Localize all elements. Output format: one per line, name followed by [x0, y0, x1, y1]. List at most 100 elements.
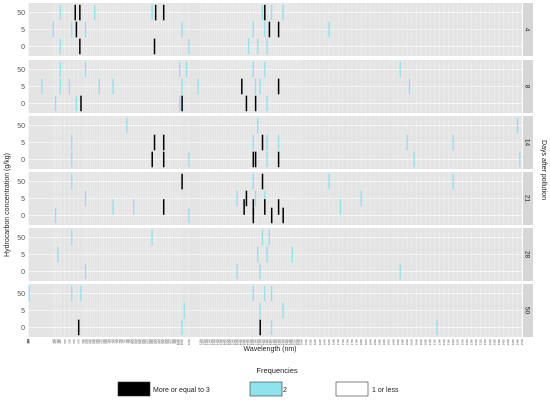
heatmap-cell — [264, 199, 266, 215]
x-tick-label: 2300 — [474, 339, 478, 346]
x-tick-label: 2460 — [511, 339, 515, 346]
heatmap-cell — [162, 4, 165, 21]
x-tick-label: 800 — [129, 339, 133, 344]
x-tick-label: 1270 — [237, 339, 241, 346]
x-tick-label: 1150 — [210, 339, 214, 345]
heatmap-cell — [252, 61, 254, 78]
x-tick-label: 1960 — [396, 339, 400, 346]
heatmap-cell — [406, 134, 408, 151]
x-tick-label: 1490 — [288, 339, 292, 346]
x-tick-label: 2100 — [428, 339, 432, 346]
heatmap-cell — [257, 117, 259, 134]
x-tick-label: 1680 — [332, 339, 336, 346]
heatmap-cell — [266, 151, 268, 168]
x-tick-label: 1010 — [178, 339, 182, 346]
x-tick-label: 920 — [157, 339, 161, 344]
x-tick-label: 1860 — [373, 339, 377, 346]
y-tick-label: 0 — [21, 269, 25, 276]
x-tick-label: 630 — [90, 339, 94, 344]
heatmap-cell — [399, 263, 401, 280]
x-tick-label: 1400 — [267, 339, 271, 346]
heatmap-cell — [71, 285, 73, 302]
x-tick-label: 890 — [150, 339, 154, 344]
heatmap-cell — [41, 78, 43, 95]
x-tick-label: 590 — [81, 339, 85, 344]
heatmap-cell — [236, 263, 238, 280]
x-tick-label: 2080 — [423, 339, 427, 346]
x-tick-label: 1800 — [359, 339, 363, 346]
x-tick-label: 1160 — [212, 339, 216, 345]
heatmap-cell — [181, 173, 183, 190]
heatmap-cell — [79, 4, 81, 21]
heatmap-cell — [266, 134, 268, 151]
heatmap-cell — [245, 95, 248, 112]
x-tick-label: 1340 — [253, 339, 257, 346]
x-tick-label: 1170 — [214, 339, 218, 345]
heatmap-cell — [413, 151, 415, 168]
x-tick-label: 870 — [145, 339, 149, 344]
heatmap-cell — [277, 134, 280, 151]
heatmap-cell — [328, 173, 330, 190]
heatmap-cell — [153, 38, 156, 55]
x-tick-label: 1840 — [368, 339, 372, 346]
x-tick-label: 1920 — [387, 339, 391, 346]
x-tick-label: 2480 — [515, 339, 519, 346]
heatmap-cell — [259, 263, 261, 280]
y-tick-label: 0 — [21, 325, 25, 332]
x-tick-label: 1280 — [240, 339, 244, 346]
x-tick-label: 850 — [141, 339, 145, 344]
heatmap-cell — [252, 134, 254, 151]
heatmap-cell — [181, 95, 183, 112]
x-tick-label: 1780 — [355, 339, 359, 346]
x-tick-label: 740 — [116, 339, 120, 344]
x-tick-label: 1330 — [251, 339, 255, 346]
heatmap-cell — [252, 207, 255, 224]
heatmap-cell — [133, 199, 135, 215]
legend-title: Frequencies — [256, 366, 298, 375]
heatmap-cell — [516, 117, 519, 134]
heatmap-cell — [266, 95, 268, 112]
x-tick-label: 2360 — [488, 339, 492, 346]
heatmap-cell — [241, 78, 243, 95]
x-tick-label: 700 — [106, 339, 110, 344]
x-tick-label: 950 — [164, 339, 168, 344]
legend-key — [335, 381, 369, 397]
x-tick-label: 840 — [139, 339, 143, 344]
x-tick-label: 1310 — [247, 339, 251, 346]
x-tick-label: 351 — [26, 339, 30, 344]
heatmap-cell — [197, 78, 199, 95]
heatmap-cell — [270, 207, 273, 224]
x-tick-label: 490 — [58, 339, 62, 344]
legend-key — [117, 381, 151, 397]
strip-label-day: 50 — [524, 307, 531, 315]
strip-background — [523, 284, 533, 337]
y-tick-label: 50 — [17, 179, 25, 186]
y-tick-label: 5 — [21, 27, 25, 34]
x-tick-label: 1580 — [309, 339, 313, 346]
heatmap-cell — [71, 173, 73, 190]
x-tick-label: 790 — [127, 339, 131, 344]
heatmap-cell — [259, 302, 261, 319]
heatmap-cell — [252, 199, 255, 215]
x-tick-label: 1900 — [382, 339, 386, 346]
heatmap-cell — [266, 38, 268, 55]
heatmap-cell — [151, 4, 153, 21]
heatmap-cell — [68, 78, 71, 95]
x-tick-label: 2320 — [479, 339, 483, 346]
x-tick-label: 1420 — [272, 339, 276, 346]
x-tick-label: 1820 — [364, 339, 368, 346]
x-tick-label: 550 — [72, 339, 76, 344]
heatmap-cell — [264, 61, 266, 78]
heatmap-cell — [54, 95, 57, 112]
heatmap-cell — [183, 302, 185, 319]
strip-background — [523, 172, 533, 225]
heatmap-cell — [153, 134, 156, 151]
x-tick-label: 2280 — [469, 339, 473, 346]
heatmap-cell — [247, 38, 250, 55]
heatmap-cell — [84, 21, 87, 38]
x-tick-label: 1470 — [283, 339, 287, 346]
heatmap-cell — [277, 21, 280, 38]
legend-items: More or equal to 3 2 1 or less — [117, 381, 399, 397]
heatmap-cell — [112, 199, 114, 215]
heatmap-cell — [80, 95, 82, 112]
